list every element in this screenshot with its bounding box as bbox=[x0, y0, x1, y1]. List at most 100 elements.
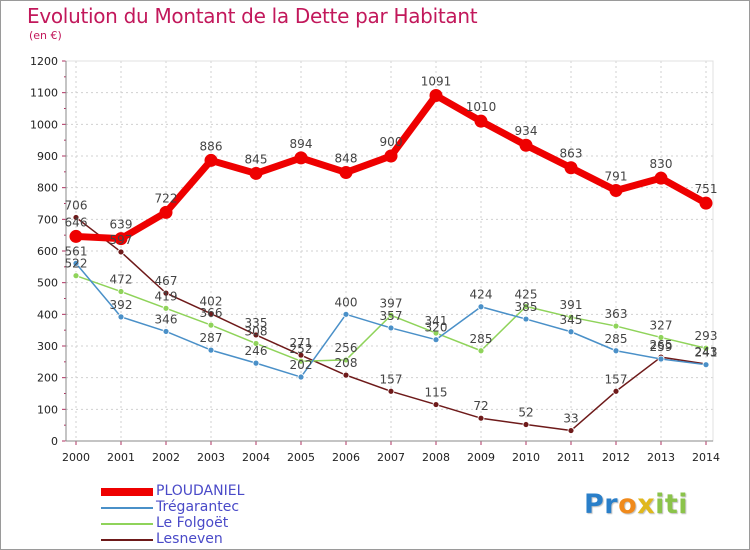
data-point-le-folgoet bbox=[432, 329, 440, 337]
data-point-tregarantec bbox=[477, 303, 485, 311]
data-label-ploudaniel: 639 bbox=[110, 218, 133, 232]
data-point-lesneven bbox=[432, 401, 440, 408]
data-label-tregarantec: 202 bbox=[290, 358, 313, 372]
data-label-tregarantec: 241 bbox=[695, 346, 718, 360]
data-label-tregarantec: 385 bbox=[515, 300, 538, 314]
axes: 0 100 200 300 400 500 600 700 800 900 1000 1100 1200… bbox=[30, 55, 720, 464]
data-point-ploudaniel bbox=[384, 149, 398, 163]
logo-letter: r bbox=[604, 489, 619, 520]
data-point-ploudaniel bbox=[609, 184, 623, 198]
data-point-tregarantec bbox=[252, 359, 260, 367]
data-point-lesneven bbox=[387, 387, 395, 395]
legend: PLOUDANIEL Trégarantec Le Folgoët Lesnev… bbox=[101, 483, 321, 548]
data-point-lesneven bbox=[162, 289, 170, 297]
data-point-le-folgoet bbox=[522, 303, 530, 310]
data-label-tregarantec: 424 bbox=[470, 288, 493, 302]
data-point-ploudaniel bbox=[69, 229, 83, 243]
data-label-tregarantec: 392 bbox=[110, 298, 133, 312]
data-label-tregarantec: 346 bbox=[155, 312, 178, 326]
series-lines bbox=[69, 89, 713, 434]
data-label-ploudaniel: 900 bbox=[380, 135, 403, 149]
data-point-tregarantec bbox=[657, 355, 665, 363]
data-label-ploudaniel: 751 bbox=[695, 182, 718, 196]
data-point-tregarantec bbox=[432, 336, 440, 344]
data-label-le-folgoet: 397 bbox=[380, 296, 403, 310]
data-point-le-folgoet bbox=[387, 311, 395, 319]
data-label-le-folgoet: 391 bbox=[560, 298, 583, 312]
data-point-le-folgoet bbox=[612, 322, 620, 330]
x-tick-label: 2009 bbox=[467, 451, 495, 464]
x-tick-label: 2000 bbox=[62, 451, 90, 464]
logo-letter: i bbox=[678, 489, 689, 520]
data-point-ploudaniel bbox=[564, 161, 578, 175]
data-point-tregarantec bbox=[117, 313, 125, 321]
y-tick-label: 100 bbox=[37, 403, 58, 416]
x-tick-label: 2007 bbox=[377, 451, 405, 464]
data-label-ploudaniel: 848 bbox=[335, 151, 358, 165]
data-label-le-folgoet: 425 bbox=[515, 287, 538, 301]
data-point-lesneven bbox=[117, 248, 125, 256]
data-point-lesneven bbox=[72, 214, 80, 221]
data-label-lesneven: 706 bbox=[65, 198, 88, 212]
data-label-tregarantec: 287 bbox=[200, 331, 223, 345]
data-label-ploudaniel: 791 bbox=[605, 170, 628, 184]
data-label-le-folgoet: 327 bbox=[650, 318, 673, 332]
data-label-tregarantec: 285 bbox=[605, 332, 628, 346]
data-label-ploudaniel: 894 bbox=[290, 137, 313, 151]
y-tick-label: 500 bbox=[37, 277, 58, 290]
data-label-le-folgoet: 419 bbox=[155, 289, 178, 303]
series-ploudaniel bbox=[69, 89, 713, 246]
data-point-le-folgoet bbox=[117, 288, 125, 295]
data-point-le-folgoet bbox=[207, 321, 215, 329]
data-point-tregarantec bbox=[342, 310, 350, 318]
x-tick-label: 2008 bbox=[422, 451, 450, 464]
x-tick-label: 2005 bbox=[287, 451, 315, 464]
data-point-ploudaniel bbox=[294, 151, 308, 165]
data-label-ploudaniel: 845 bbox=[245, 152, 268, 166]
data-label-lesneven: 402 bbox=[200, 295, 223, 309]
y-tick-label: 200 bbox=[37, 372, 58, 385]
data-label-le-folgoet: 308 bbox=[245, 324, 268, 338]
logo-letter: P bbox=[584, 489, 605, 520]
x-tick-label: 2011 bbox=[557, 451, 585, 464]
legend-swatch-le-folgoet bbox=[101, 523, 153, 525]
x-tick-label: 2002 bbox=[152, 451, 180, 464]
data-label-ploudaniel: 830 bbox=[650, 157, 673, 171]
data-label-lesneven: 243 bbox=[695, 345, 718, 359]
data-label-le-folgoet: 293 bbox=[695, 329, 718, 343]
data-point-lesneven bbox=[612, 387, 620, 395]
data-label-tregarantec: 400 bbox=[335, 295, 358, 309]
data-label-tregarantec: 259 bbox=[650, 340, 673, 354]
data-label-tregarantec: 246 bbox=[245, 344, 268, 358]
data-label-lesneven: 33 bbox=[563, 412, 578, 426]
y-tick-label: 1000 bbox=[30, 118, 58, 131]
y-tick-label: 0 bbox=[51, 435, 58, 448]
y-tick-label: 1200 bbox=[30, 55, 58, 68]
data-label-le-folgoet: 366 bbox=[200, 306, 223, 320]
y-tick-label: 900 bbox=[37, 150, 58, 163]
data-point-tregarantec bbox=[567, 328, 575, 336]
data-label-lesneven: 265 bbox=[650, 338, 673, 352]
legend-label-le-folgoet: Le Folgoët bbox=[156, 515, 229, 531]
proxiti-logo: Proxiti bbox=[584, 489, 688, 520]
chart-title: Evolution du Montant de la Dette par Hab… bbox=[27, 4, 478, 28]
data-label-tregarantec: 561 bbox=[65, 244, 88, 258]
data-point-lesneven bbox=[207, 310, 215, 318]
data-point-tregarantec bbox=[72, 259, 80, 267]
y-tick-label: 1100 bbox=[30, 87, 58, 100]
data-point-lesneven bbox=[567, 427, 575, 434]
data-label-le-folgoet: 472 bbox=[110, 273, 133, 287]
series-tregarantec bbox=[72, 259, 710, 381]
legend-swatch-tregarantec bbox=[101, 507, 153, 509]
logo-letter: o bbox=[618, 489, 638, 520]
data-label-lesneven: 115 bbox=[425, 386, 448, 400]
x-tick-label: 2010 bbox=[512, 451, 540, 464]
chart-subtitle: (en €) bbox=[29, 29, 62, 42]
data-point-lesneven bbox=[477, 414, 485, 422]
x-tick-label: 2012 bbox=[602, 451, 630, 464]
x-tick-label: 2004 bbox=[242, 451, 270, 464]
legend-label-ploudaniel: PLOUDANIEL bbox=[156, 483, 245, 499]
data-label-le-folgoet: 285 bbox=[470, 332, 493, 346]
data-point-ploudaniel bbox=[699, 196, 713, 210]
